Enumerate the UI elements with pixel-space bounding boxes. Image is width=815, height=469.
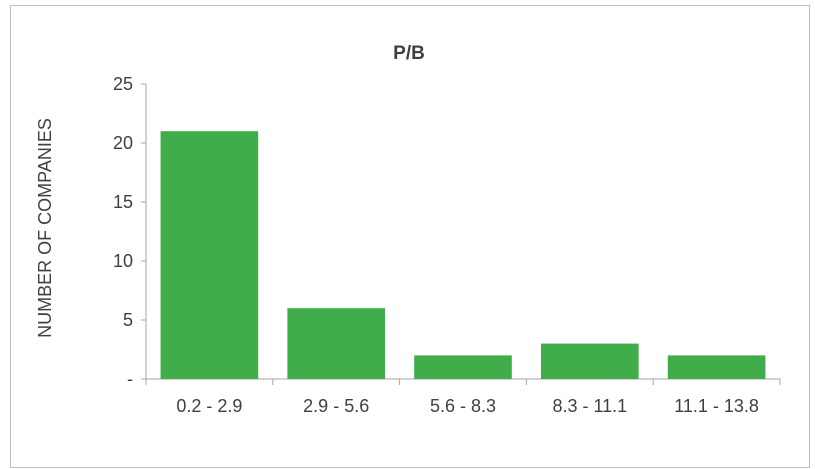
x-ticks: 0.2 - 2.9 2.9 - 5.6 5.6 - 8.3 8.3 - 11.1 11.… <box>145 379 781 416</box>
y-tick-label: 25 <box>113 74 133 94</box>
x-tick-label: 2.9 - 5.6 <box>303 396 369 416</box>
y-ticks: - 5 10 15 20 25 <box>113 74 146 389</box>
y-tick-label: 15 <box>113 192 133 212</box>
bar <box>667 355 766 379</box>
y-tick-label: 5 <box>123 310 133 330</box>
y-axis-label: NUMBER OF COMPANIES <box>35 118 55 338</box>
chart-frame: P/B NUMBER OF COMPANIES - 5 10 15 20 25 0.2 -… <box>10 5 810 468</box>
x-tick-label: 5.6 - 8.3 <box>430 396 496 416</box>
bar-chart: P/B NUMBER OF COMPANIES - 5 10 15 20 25 0.2 -… <box>35 43 781 416</box>
y-tick-label: 10 <box>113 251 133 271</box>
y-tick-label: - <box>127 369 133 389</box>
bar <box>540 343 639 379</box>
bar <box>414 355 512 379</box>
x-tick-label: 8.3 - 11.1 <box>552 396 627 416</box>
x-tick-label: 0.2 - 2.9 <box>176 396 242 416</box>
chart-title: P/B <box>393 43 425 64</box>
x-tick-label: 11.1 - 13.8 <box>674 396 759 416</box>
y-tick-label: 20 <box>113 133 133 153</box>
bars <box>160 131 766 379</box>
bar <box>160 131 259 379</box>
bar <box>287 308 386 379</box>
